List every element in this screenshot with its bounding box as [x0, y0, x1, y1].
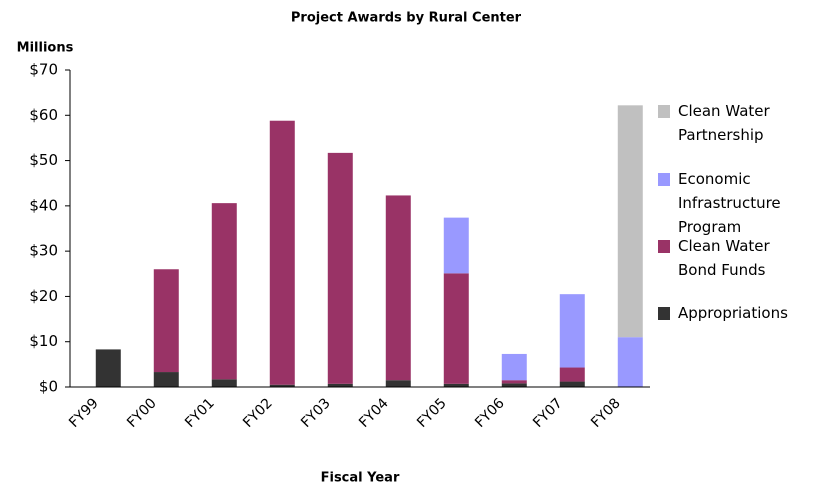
legend-label: Appropriations [678, 304, 788, 322]
y-tick-label: $40 [29, 196, 58, 214]
legend-label: Clean Water Partnership [678, 102, 770, 144]
legend-swatch [658, 307, 670, 320]
y-tick-label: $10 [29, 332, 58, 350]
y-tick-label: $30 [29, 242, 58, 260]
x-tick-label: FY01 [182, 395, 218, 431]
x-tick-label: FY05 [414, 395, 450, 431]
y-axis-label: Millions [17, 41, 74, 56]
bar-segment [501, 353, 527, 381]
bar-segment [385, 195, 411, 381]
x-tick-label: FY08 [588, 395, 624, 431]
x-tick-label: FY00 [124, 395, 160, 431]
x-tick-label: FY07 [530, 395, 566, 431]
bar-segment [211, 379, 237, 387]
bar-segment [617, 337, 643, 387]
x-tick-label: FY03 [298, 395, 334, 431]
bar-segment [443, 273, 469, 384]
x-tick-label: FY06 [472, 395, 508, 431]
x-tick-label: FY02 [240, 395, 276, 431]
bar-segment [443, 217, 469, 274]
y-tick-label: $60 [29, 106, 58, 124]
y-tick-label: $20 [29, 287, 58, 305]
bar-segment [443, 383, 469, 387]
bar-segment [559, 381, 585, 387]
x-axis-label: Fiscal Year [321, 471, 400, 486]
x-tick-label: FY99 [66, 395, 102, 431]
bar-segment [95, 349, 121, 387]
bar-segment [327, 152, 353, 384]
legend-swatch [658, 240, 670, 253]
bar-segment [327, 383, 353, 387]
bar-segment [559, 294, 585, 368]
y-tick-label: $0 [39, 378, 58, 396]
bar-segment [385, 380, 411, 387]
bar-segment [269, 384, 295, 387]
y-tick-label: $50 [29, 151, 58, 169]
bar-segment [501, 383, 527, 387]
legend-swatch [658, 105, 670, 118]
bar-segment [153, 269, 179, 373]
bar-segment [269, 120, 295, 385]
x-tick-label: FY04 [356, 395, 392, 431]
legend-label: Clean Water Bond Funds [678, 237, 770, 279]
bar-segment [211, 203, 237, 380]
bar-segment [617, 105, 643, 338]
bar-segment [501, 380, 527, 384]
bar-segment [153, 372, 179, 387]
legend-swatch [658, 173, 670, 186]
bar-segment [559, 367, 585, 382]
legend-label: Economic Infrastructure Program [678, 170, 781, 236]
y-tick-label: $70 [29, 61, 58, 79]
chart-title: Project Awards by Rural Center [291, 11, 522, 26]
